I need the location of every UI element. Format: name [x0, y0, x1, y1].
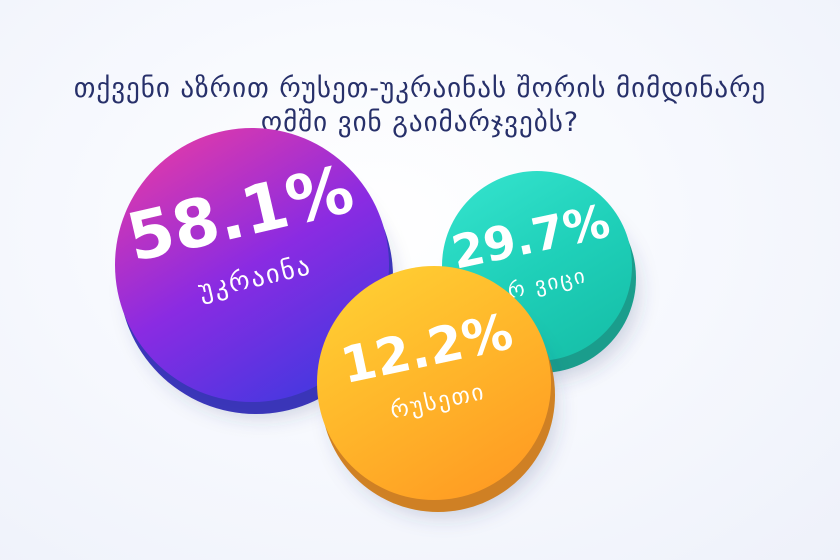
bubble-russia: 12.2%რუსეთი [317, 266, 557, 517]
bubble-ukraine: 58.1%უკრაინა [115, 128, 394, 418]
chart-title-line-1: თქვენი აზრით რუსეთ-უკრაინას შორის მიმდინ… [73, 73, 767, 104]
bubble-face [115, 128, 389, 402]
chart-title: თქვენი აზრით რუსეთ-უკრაინას შორის მიმდინ… [0, 72, 840, 140]
chart-title-line-2: ომში ვინ გაიმარჯვებს? [260, 107, 580, 138]
bubble-face [317, 266, 551, 500]
